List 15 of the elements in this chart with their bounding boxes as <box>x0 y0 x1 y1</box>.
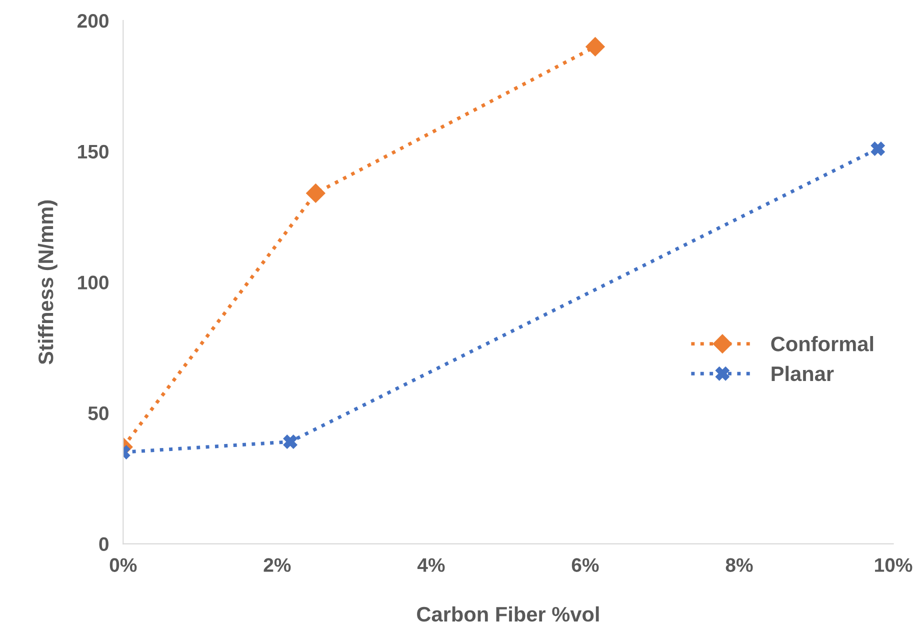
x-axis-title: Carbon Fiber %vol <box>417 606 599 622</box>
y-tick-label: 150 <box>78 144 108 159</box>
y-tick-label: 0 <box>99 537 108 552</box>
x-tick-label: 2% <box>264 558 291 572</box>
y-axis-title: Stiffness (N/mm) <box>38 200 58 364</box>
x-tick-label: 4% <box>417 558 445 572</box>
legend-label: Planar <box>772 366 834 382</box>
y-tick-label: 200 <box>77 14 108 28</box>
x-tick-label: 0% <box>110 558 137 572</box>
y-tick-label: 100 <box>78 276 108 290</box>
y-tick-label: 50 <box>88 406 108 420</box>
x-tick-label: 10% <box>875 558 912 572</box>
x-tick-label: 6% <box>572 558 599 572</box>
legend-label: Conformal <box>771 336 874 352</box>
x-tick-label: 8% <box>726 558 753 572</box>
